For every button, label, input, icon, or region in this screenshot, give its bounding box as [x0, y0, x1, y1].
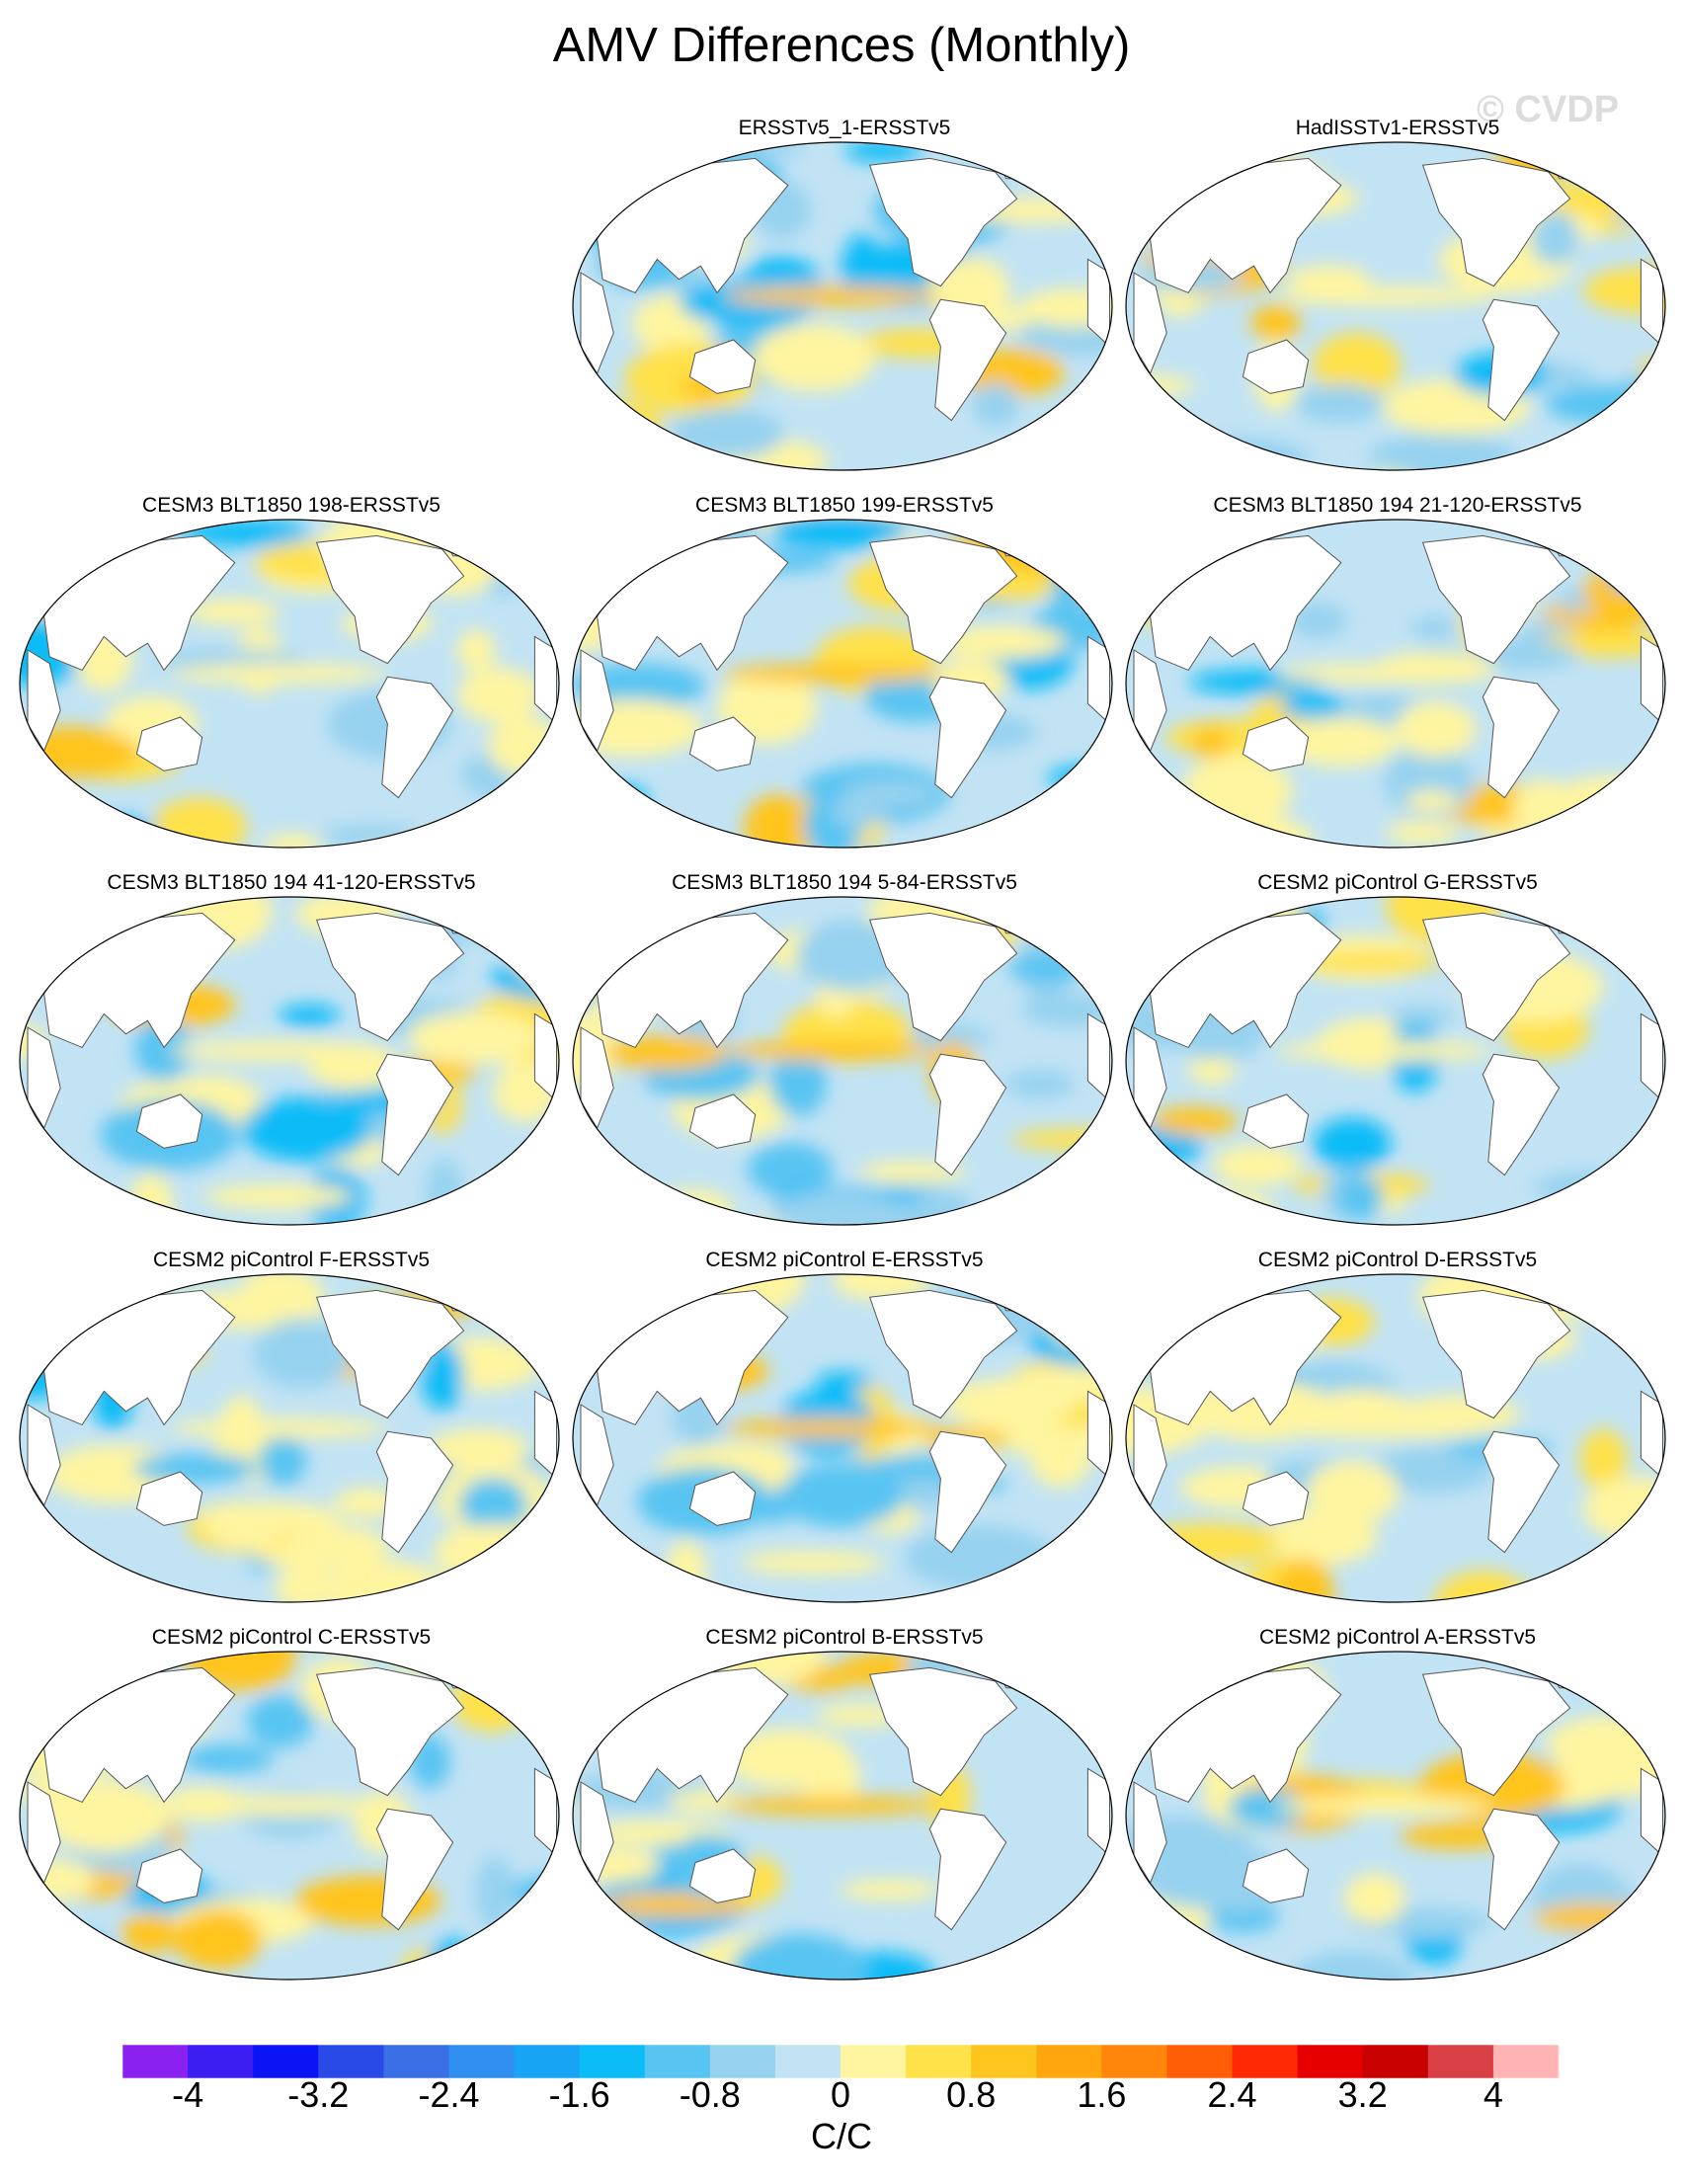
map-panel: CESM2 piControl E-ERSSTv5 — [568, 1249, 1121, 1624]
colorbar-frame — [121, 2044, 1560, 2079]
sst-difference-map — [1125, 1273, 1666, 1603]
colorbar-tick-label: 1.6 — [1077, 2074, 1127, 2115]
map-panel: CESM3 BLT1850 194 41-120-ERSSTv5 — [15, 871, 568, 1247]
colorbar-tick-label: -2.4 — [418, 2074, 480, 2115]
map-panel-title: CESM3 BLT1850 199-ERSSTv5 — [695, 494, 994, 517]
sst-difference-map — [1125, 141, 1666, 471]
map-panel-title: CESM2 piControl F-ERSSTv5 — [152, 1249, 431, 1271]
colorbar-tick-label: -4 — [172, 2074, 204, 2115]
colorbar-tick-label: 2.4 — [1207, 2074, 1257, 2115]
colorbar-swatch — [774, 2045, 842, 2078]
colorbar-swatch — [841, 2045, 907, 2078]
page-title: AMV Differences (Monthly) — [552, 19, 1131, 72]
map-panel-title: ERSSTv5_1-ERSSTv5 — [738, 117, 951, 139]
colorbar-swatch — [1101, 2045, 1167, 2078]
colorbar-swatch — [579, 2045, 646, 2078]
map-panel: ERSSTv5_1-ERSSTv5 — [568, 117, 1121, 492]
colorbar-swatch — [253, 2045, 319, 2078]
sst-difference-map — [19, 519, 560, 849]
map-panel: CESM2 piControl B-ERSSTv5 — [568, 1626, 1121, 2001]
map-panel-title: CESM2 piControl B-ERSSTv5 — [705, 1626, 984, 1649]
colorbar-swatch — [448, 2045, 516, 2078]
map-panel-title: CESM2 piControl C-ERSSTv5 — [151, 1626, 432, 1649]
colorbar-swatch — [1036, 2045, 1102, 2078]
sst-difference-map — [19, 896, 560, 1226]
sst-difference-map — [572, 1651, 1113, 1981]
sst-difference-map — [1125, 1651, 1666, 1981]
map-panel-title: CESM3 BLT1850 194 21-120-ERSSTv5 — [1213, 494, 1582, 517]
colorbar-swatch — [1166, 2045, 1234, 2078]
colorbar-swatch — [971, 2045, 1037, 2078]
colorbar-swatch — [1427, 2045, 1494, 2078]
colorbar-tick-label: -1.6 — [548, 2074, 610, 2115]
colorbar-swatch — [188, 2045, 254, 2078]
colorbar-units: C/C — [811, 2116, 872, 2156]
map-panel: CESM2 piControl C-ERSSTv5 — [15, 1626, 568, 2001]
map-panel-title: CESM3 BLT1850 198-ERSSTv5 — [142, 494, 441, 517]
map-panel-title: HadISSTv1-ERSSTv5 — [1295, 117, 1500, 139]
map-panel: CESM3 BLT1850 199-ERSSTv5 — [568, 494, 1121, 869]
map-panel: CESM3 BLT1850 198-ERSSTv5 — [15, 494, 568, 869]
map-panel: CESM3 BLT1850 194 5-84-ERSSTv5 — [568, 871, 1121, 1247]
map-panel-title: CESM3 BLT1850 194 41-120-ERSSTv5 — [107, 871, 476, 894]
sst-difference-map — [1125, 519, 1666, 849]
map-panel: CESM2 piControl D-ERSSTv5 — [1121, 1249, 1674, 1624]
colorbar-swatch — [644, 2045, 711, 2078]
colorbar-tick-label: -0.8 — [679, 2074, 741, 2115]
sst-difference-map — [572, 1273, 1113, 1603]
sst-difference-map — [572, 141, 1113, 471]
watermark: © CVDP — [1477, 89, 1620, 130]
map-panel-title: CESM2 piControl E-ERSSTv5 — [705, 1249, 984, 1271]
map-panel: CESM2 piControl F-ERSSTv5 — [15, 1249, 568, 1624]
map-panel: CESM3 BLT1850 194 21-120-ERSSTv5 — [1121, 494, 1674, 869]
map-panel-title: CESM2 piControl G-ERSSTv5 — [1257, 871, 1538, 894]
colorbar-tick-label: 0.8 — [946, 2074, 997, 2115]
colorbar-swatch — [318, 2045, 384, 2078]
sst-difference-map — [19, 1651, 560, 1981]
colorbar-swatch — [383, 2045, 449, 2078]
colorbar-swatch — [1492, 2045, 1560, 2078]
map-panel-title: CESM3 BLT1850 194 5-84-ERSSTv5 — [672, 871, 1017, 894]
colorbar-tick-label: 4 — [1483, 2074, 1503, 2115]
colorbar-swatch — [1362, 2045, 1429, 2078]
map-panel: CESM2 piControl A-ERSSTv5 — [1121, 1626, 1674, 2001]
colorbar-swatch — [514, 2045, 581, 2078]
map-panel-title: CESM2 piControl A-ERSSTv5 — [1258, 1626, 1537, 1649]
colorbar-tick-label: 3.2 — [1337, 2074, 1388, 2115]
colorbar-swatch — [1297, 2045, 1364, 2078]
map-panel: HadISSTv1-ERSSTv5 — [1121, 117, 1674, 492]
colorbar-swatch — [906, 2045, 972, 2078]
sst-difference-map — [1125, 896, 1666, 1226]
colorbar-swatch — [709, 2045, 776, 2078]
sst-difference-map — [572, 896, 1113, 1226]
colorbar-tick-label: 0 — [830, 2074, 851, 2115]
colorbar-swatch — [122, 2045, 189, 2078]
map-panel: CESM2 piControl G-ERSSTv5 — [1121, 871, 1674, 1247]
colorbar-swatch — [1232, 2045, 1299, 2078]
sst-difference-map — [572, 519, 1113, 849]
map-panel-title: CESM2 piControl D-ERSSTv5 — [1257, 1249, 1538, 1271]
sst-difference-map — [19, 1273, 560, 1603]
colorbar-tick-label: -3.2 — [287, 2074, 350, 2115]
